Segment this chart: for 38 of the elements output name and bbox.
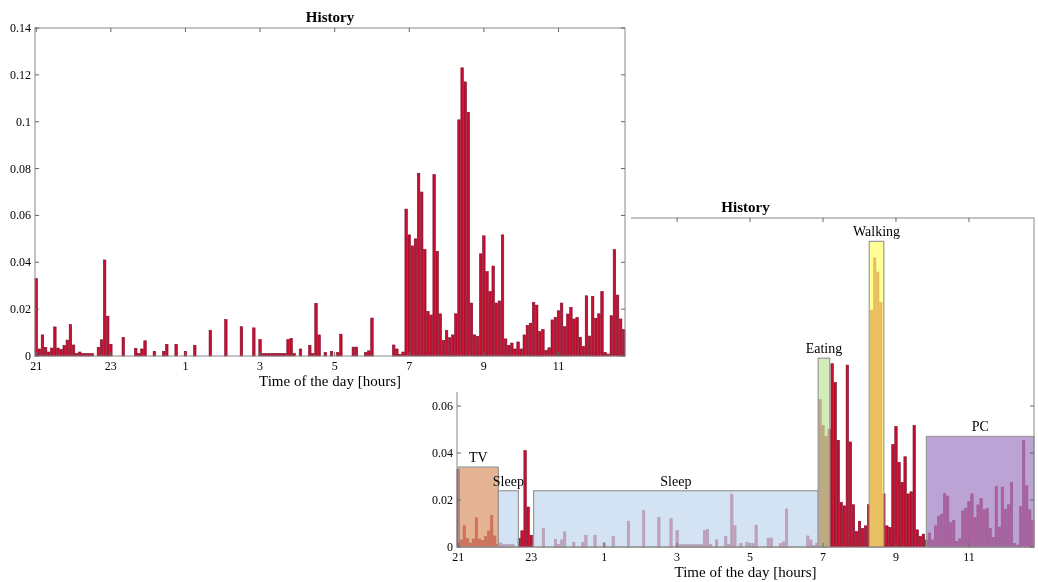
x-tick-label: 1: [601, 550, 608, 564]
x-axis-title: Time of the day [hours]: [674, 564, 817, 580]
y-tick-label: 0: [447, 540, 453, 554]
x-axis-title: Time of the day [hours]: [259, 373, 401, 389]
band-label: TV: [468, 450, 488, 466]
x-tick-label: 11: [963, 550, 975, 564]
chart-title: History: [721, 199, 771, 215]
x-tick-label: 23: [104, 359, 117, 373]
x-tick-label: 5: [747, 550, 754, 564]
y-tick-label: 0.08: [10, 161, 31, 176]
y-tick-label: 0.04: [10, 255, 31, 270]
x-tick-label: 9: [892, 550, 899, 564]
y-tick-label: 0.04: [432, 446, 453, 460]
y-tick-label: 0.02: [432, 493, 453, 507]
y-tick-label: 0.1: [16, 114, 31, 129]
y-tick-label: 0.12: [10, 67, 31, 82]
band-label: Sleep: [492, 473, 524, 489]
x-tick-label: 23: [525, 550, 538, 564]
y-tick-label: 0.06: [10, 208, 31, 223]
x-tick-label: 9: [480, 359, 487, 373]
y-tick-label: 0.14: [10, 21, 31, 35]
x-tick-label: 5: [331, 359, 338, 373]
band-label: Walking: [852, 224, 901, 240]
x-tick-label: 3: [257, 359, 264, 373]
x-tick-label: 21: [30, 359, 43, 373]
y-tick-label: 0.02: [10, 302, 31, 317]
x-tick-label: 1: [182, 359, 189, 373]
band-label: Sleep: [660, 473, 692, 489]
x-tick-label: 7: [406, 359, 413, 373]
band-label: PC: [971, 419, 989, 435]
chart-title: History: [305, 9, 355, 25]
y-tick-label: 0.06: [432, 399, 453, 413]
x-tick-label: 11: [552, 359, 565, 373]
y-tick-label: 0: [25, 349, 31, 363]
x-tick-label: 7: [820, 550, 827, 564]
x-tick-label: 3: [674, 550, 681, 564]
band-label: Eating: [805, 341, 843, 357]
x-tick-label: 21: [452, 550, 465, 564]
